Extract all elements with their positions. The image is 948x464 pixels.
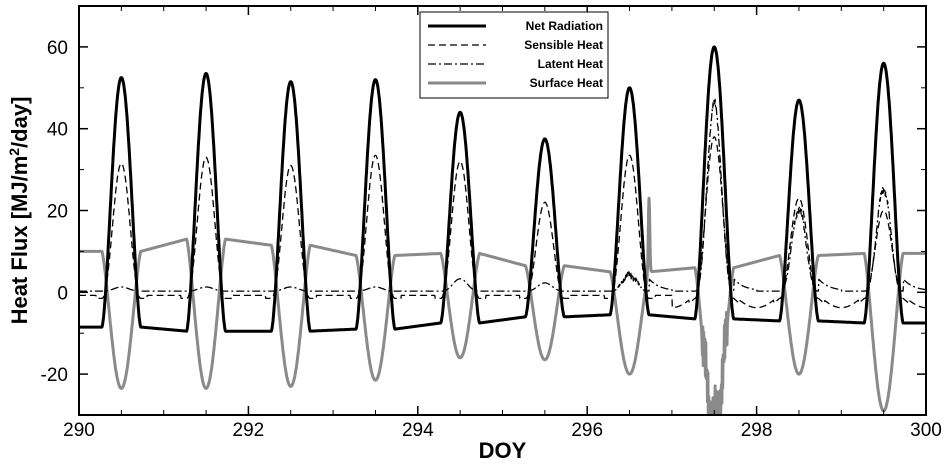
series-layer [79,45,926,415]
y-axis-title-unit: /day] [7,97,32,148]
y-tick-label: -20 [41,365,68,386]
series-line-net-radiation [79,45,926,333]
legend-label: Latent Heat [538,57,603,71]
series-line-latent-heat [79,98,926,292]
legend-label: Surface Heat [530,76,603,90]
y-tick-label: 60 [47,38,68,59]
x-axis-title: DOY [479,438,527,463]
x-tick-label: 296 [571,420,603,441]
y-axis-title-superscript: 2 [6,148,22,156]
series-line-sensible-heat [79,136,926,309]
legend-label: Sensible Heat [524,38,603,52]
legend: Net Radiation Sensible Heat Latent Heat Sur… [419,11,609,99]
y-tick-label: 20 [47,202,68,223]
ticks-layer: 290 292 294 296 298 300 -20 0 20 40 60 [41,6,942,441]
y-axis-title: Heat Flux [MJ/m2/day] [6,97,32,325]
x-tick-label: 300 [910,420,942,441]
y-tick-label: 40 [47,120,68,141]
x-tick-label: 298 [741,420,773,441]
y-tick-label: 0 [57,283,68,304]
x-tick-label: 290 [63,420,95,441]
x-tick-label: 292 [233,420,265,441]
legend-label: Net Radiation [526,19,603,33]
y-axis-title-main: Heat Flux [MJ/m [7,156,32,325]
x-tick-label: 294 [402,420,434,441]
